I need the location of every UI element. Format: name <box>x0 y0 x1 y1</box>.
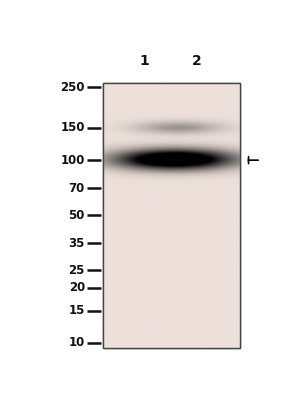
Text: 15: 15 <box>68 304 85 317</box>
Text: 100: 100 <box>60 154 85 167</box>
Text: 250: 250 <box>60 81 85 94</box>
Text: 70: 70 <box>69 182 85 195</box>
Text: 20: 20 <box>69 281 85 294</box>
Text: 35: 35 <box>68 237 85 250</box>
Text: 50: 50 <box>68 209 85 222</box>
Text: 1: 1 <box>140 54 149 68</box>
Bar <box>103 84 240 348</box>
Text: 10: 10 <box>69 336 85 349</box>
Text: 25: 25 <box>68 264 85 277</box>
Bar <box>103 84 240 348</box>
Text: 2: 2 <box>192 54 201 68</box>
Text: 150: 150 <box>60 122 85 134</box>
